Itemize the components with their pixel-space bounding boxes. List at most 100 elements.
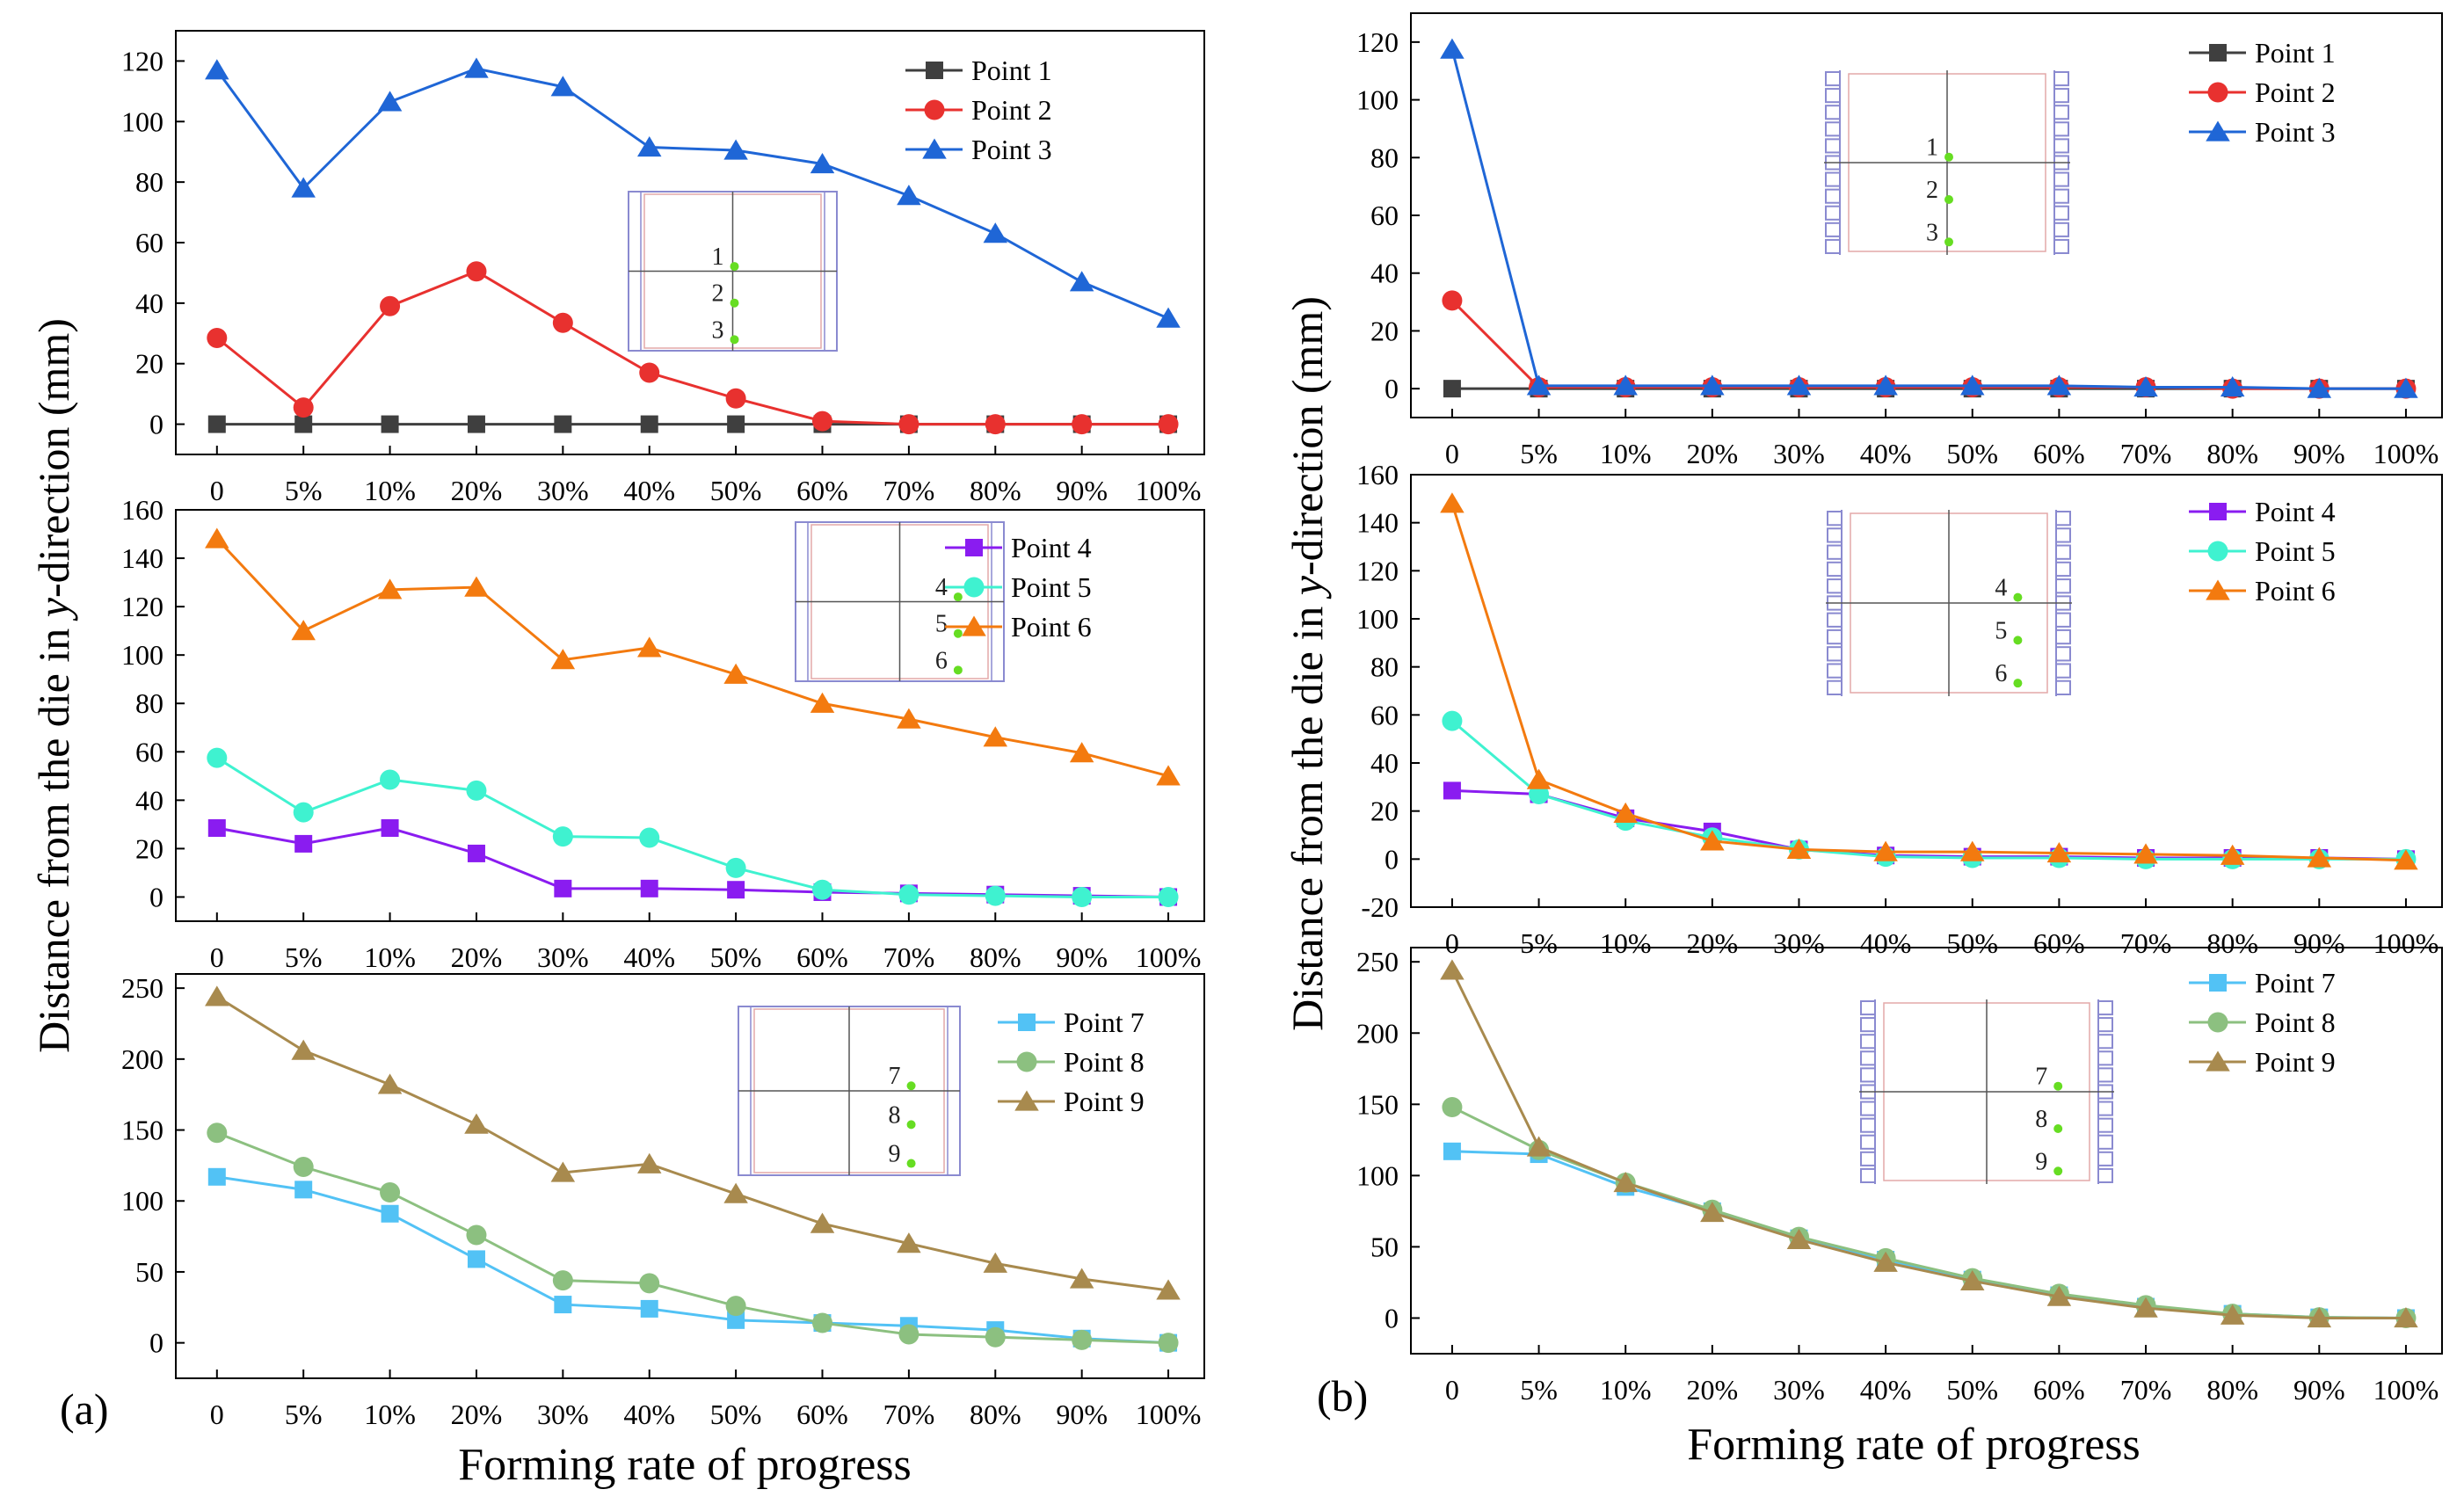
data-point [898, 884, 919, 905]
inset-die-tooth [1827, 628, 1843, 645]
inset-point-label: 7 [2035, 1064, 2047, 1091]
data-point [1442, 290, 1463, 311]
chart-a-mid: 0 20 40 60 80 100 120 140 160 0 5% 10% 20% 30% 40% 50% 6… [121, 494, 1205, 973]
data-point [466, 780, 487, 801]
data-point [1443, 1142, 1461, 1160]
legend-label: Point 8 [2255, 1006, 2336, 1038]
y-tick-label: 160 [121, 494, 164, 526]
data-point [1158, 414, 1179, 435]
inset-point-label: 8 [2035, 1106, 2047, 1133]
y-tick-label: 120 [1356, 26, 1399, 58]
inset-die-tooth [1827, 663, 1843, 679]
data-point [1960, 840, 1985, 861]
inset-die-tooth [2053, 71, 2069, 87]
inset-schematic: 1 2 3 [628, 191, 838, 352]
x-tick-label: 5% [285, 1399, 323, 1430]
x-tick-label: 10% [364, 1399, 416, 1430]
inset-point-dot [906, 1081, 916, 1091]
data-point [550, 1161, 576, 1182]
inset-point-dot [730, 298, 739, 308]
series-line [1450, 48, 2406, 390]
x-tick-label: 90% [2293, 1374, 2345, 1406]
data-point [2133, 376, 2158, 397]
inset-point-label: 2 [1926, 177, 1938, 204]
x-tick-label: 60% [2033, 438, 2085, 469]
inset-point-label: 5 [1995, 617, 2007, 644]
y-tick-label: 200 [121, 1043, 164, 1075]
inset-schematic: 7 8 9 [738, 1006, 961, 1176]
data-point [207, 327, 228, 348]
inset-die-tooth [2053, 238, 2069, 254]
inset-die-tooth [2055, 679, 2071, 696]
x-tick-label: 5% [285, 475, 323, 506]
series-line [216, 1175, 1169, 1345]
data-point [897, 1232, 921, 1253]
legend-label: Point 3 [2255, 116, 2336, 148]
data-point [1069, 1268, 1094, 1289]
data-point [1442, 1097, 1463, 1118]
x-axis-title-a: Forming rate of progress [458, 1440, 912, 1490]
data-point [207, 747, 228, 768]
x-tick-label: 100% [2373, 1374, 2439, 1406]
inset-die-tooth [2053, 222, 2069, 237]
legend-label: Point 8 [1064, 1046, 1145, 1078]
y-tick-label: 120 [1356, 555, 1399, 586]
series-line [216, 1131, 1169, 1345]
data-point [1526, 374, 1552, 396]
y-tick-label: 80 [135, 687, 164, 719]
data-point [1526, 1136, 1552, 1157]
y-tick-label: 200 [1356, 1017, 1399, 1049]
y-tick-label: 0 [1385, 843, 1399, 875]
legend-marker [965, 539, 983, 556]
series-line [216, 995, 1169, 1292]
y-tick-label: 60 [135, 736, 164, 767]
inset-point-label: 1 [1926, 134, 1938, 162]
y-tick-label: -20 [1361, 891, 1399, 923]
series-line [1450, 503, 2406, 862]
series-line [1450, 299, 2406, 390]
data-point [985, 885, 1006, 906]
data-point [1700, 830, 1725, 851]
y-tick-label: 140 [121, 542, 164, 574]
inset-point-label: 7 [889, 1063, 901, 1090]
data-point [985, 414, 1006, 435]
inset-point-dot [730, 335, 739, 345]
data-point [725, 1296, 746, 1317]
inset-die-tooth [2053, 171, 2069, 187]
data-point [810, 1212, 835, 1233]
x-tick-label: 60% [796, 475, 848, 506]
data-point [727, 881, 745, 899]
data-point [812, 411, 833, 432]
y-tick-label: 150 [1356, 1088, 1399, 1120]
data-point [812, 1312, 833, 1333]
data-point [2307, 1306, 2332, 1328]
data-point [1613, 1171, 1638, 1193]
data-point [381, 1204, 399, 1223]
series-line [1451, 1150, 2406, 1319]
data-point [636, 136, 662, 157]
legend-marker [922, 138, 947, 159]
legend-label: Point 5 [2255, 535, 2336, 567]
legend-marker [924, 99, 945, 120]
data-point [725, 857, 746, 878]
data-point [1960, 1269, 1985, 1290]
y-tick-label: 80 [1370, 142, 1399, 173]
data-point [985, 1326, 1006, 1348]
x-tick-label: 20% [1687, 927, 1739, 959]
chart-b-bot: 0 50 100 150 200 250 0 5% 10% 20% 30% 40% 50% 60% 70% 8… [1356, 946, 2443, 1406]
data-point [207, 1123, 228, 1144]
y-tick-label: 250 [121, 972, 164, 1004]
panel-label-a: (a) [60, 1384, 109, 1434]
data-point [723, 139, 748, 160]
x-tick-label: 40% [623, 941, 675, 973]
data-point [1613, 374, 1638, 396]
data-point [205, 59, 229, 80]
y-tick-label: 80 [1370, 651, 1399, 683]
legend-label: Point 2 [971, 94, 1052, 126]
inset-die-tooth [1860, 1101, 1876, 1116]
inset-die-tooth [1825, 105, 1841, 120]
plot-frame [175, 973, 1205, 1379]
inset-die-tooth [2097, 1050, 2113, 1066]
x-tick-label: 30% [1773, 438, 1825, 469]
